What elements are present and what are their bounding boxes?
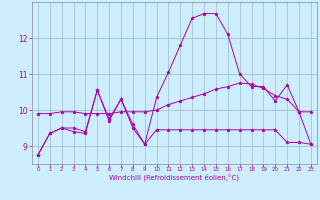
X-axis label: Windchill (Refroidissement éolien,°C): Windchill (Refroidissement éolien,°C) bbox=[109, 174, 239, 181]
